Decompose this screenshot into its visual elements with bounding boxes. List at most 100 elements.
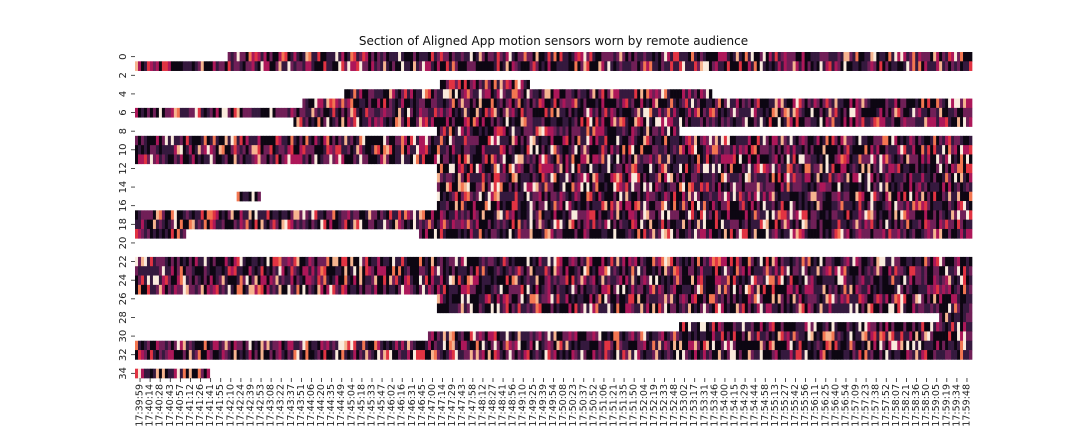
heatmap-cell bbox=[487, 182, 492, 193]
heatmap-cell bbox=[747, 182, 752, 193]
heatmap-cell bbox=[311, 210, 315, 220]
heatmap-cell bbox=[843, 201, 847, 211]
heatmap-cell bbox=[442, 126, 447, 137]
heatmap-cell bbox=[804, 52, 808, 62]
heatmap-cell bbox=[398, 107, 402, 118]
heatmap-cell bbox=[726, 201, 731, 211]
heatmap-cell bbox=[374, 107, 378, 118]
heatmap-cell bbox=[401, 256, 405, 267]
heatmap-cell bbox=[598, 145, 602, 155]
heatmap-cell bbox=[867, 154, 871, 165]
heatmap-cell bbox=[508, 173, 512, 183]
heatmap-cell bbox=[846, 173, 850, 183]
heatmap-cell bbox=[251, 145, 255, 155]
heatmap-cell bbox=[472, 154, 477, 165]
heatmap-cell bbox=[948, 135, 952, 146]
heatmap-cell bbox=[622, 145, 626, 155]
heatmap-cell bbox=[774, 61, 779, 71]
heatmap-cell bbox=[939, 107, 943, 118]
heatmap-cell bbox=[691, 52, 695, 62]
heatmap-cell bbox=[741, 191, 746, 202]
heatmap-cell bbox=[499, 275, 504, 286]
heatmap-cell bbox=[179, 275, 184, 286]
heatmap-cell bbox=[882, 61, 886, 71]
heatmap-cell bbox=[457, 163, 462, 174]
heatmap-cell bbox=[655, 256, 659, 267]
heatmap-cell bbox=[481, 210, 486, 220]
heatmap-cell bbox=[194, 61, 199, 71]
heatmap-cell bbox=[472, 182, 477, 193]
heatmap-cell bbox=[682, 135, 686, 146]
heatmap-cell bbox=[460, 79, 465, 90]
heatmap-cell bbox=[332, 256, 336, 267]
heatmap-cell bbox=[837, 98, 841, 109]
heatmap-cell bbox=[383, 117, 387, 127]
heatmap-cell bbox=[448, 89, 453, 99]
heatmap-cell bbox=[822, 201, 826, 211]
heatmap-cell bbox=[389, 284, 393, 295]
heatmap-cell bbox=[296, 117, 300, 127]
heatmap-cell bbox=[711, 52, 716, 62]
heatmap-cell bbox=[676, 275, 680, 286]
heatmap-cell bbox=[149, 210, 154, 220]
heatmap-cell bbox=[798, 61, 802, 71]
heatmap-cell bbox=[822, 182, 826, 193]
heatmap-cell bbox=[302, 210, 306, 220]
heatmap-cell bbox=[454, 135, 459, 146]
heatmap-cell bbox=[137, 107, 142, 118]
heatmap-cell bbox=[741, 163, 746, 174]
heatmap-cell bbox=[577, 107, 581, 118]
heatmap-cell bbox=[702, 256, 707, 267]
heatmap-cell bbox=[691, 266, 695, 276]
heatmap-cell bbox=[646, 61, 650, 71]
heatmap-cell bbox=[948, 117, 952, 127]
heatmap-cell bbox=[179, 228, 184, 239]
heatmap-cell bbox=[475, 126, 480, 137]
heatmap-cell bbox=[655, 266, 659, 276]
heatmap-cell bbox=[442, 117, 447, 127]
heatmap-cell bbox=[562, 145, 566, 155]
heatmap-cell bbox=[377, 210, 381, 220]
heatmap-cell bbox=[448, 79, 453, 90]
heatmap-cell bbox=[852, 201, 856, 211]
heatmap-cell bbox=[484, 266, 489, 276]
heatmap-cell bbox=[326, 154, 330, 165]
heatmap-cell bbox=[667, 256, 671, 267]
heatmap-cell bbox=[604, 145, 608, 155]
heatmap-cell bbox=[430, 61, 435, 71]
heatmap-cell bbox=[413, 117, 417, 127]
heatmap-cell bbox=[897, 173, 901, 183]
heatmap-cell bbox=[505, 145, 510, 155]
heatmap-cell bbox=[822, 145, 826, 155]
heatmap-cell bbox=[876, 210, 880, 220]
heatmap-cell bbox=[948, 228, 952, 239]
heatmap-cell bbox=[421, 52, 426, 62]
heatmap-cell bbox=[490, 89, 495, 99]
heatmap-cell bbox=[688, 275, 692, 286]
heatmap-cell bbox=[622, 98, 626, 109]
heatmap-cell bbox=[876, 163, 880, 174]
heatmap-cell bbox=[149, 107, 154, 118]
heatmap-cell bbox=[326, 61, 330, 71]
heatmap-cell bbox=[927, 163, 931, 174]
heatmap-cell bbox=[744, 98, 749, 109]
heatmap-cell bbox=[912, 256, 916, 267]
heatmap-cell bbox=[439, 61, 444, 71]
heatmap-cell bbox=[407, 275, 411, 286]
heatmap-cell bbox=[421, 256, 426, 267]
heatmap-cell bbox=[768, 266, 773, 276]
heatmap-cell bbox=[167, 256, 172, 267]
heatmap-cell bbox=[661, 89, 665, 99]
heatmap-cell bbox=[413, 284, 417, 295]
heatmap-cell bbox=[487, 266, 492, 276]
heatmap-cell bbox=[146, 107, 151, 118]
heatmap-cell bbox=[418, 98, 423, 109]
heatmap-cell bbox=[903, 61, 907, 71]
heatmap-cell bbox=[840, 154, 844, 165]
heatmap-cell bbox=[867, 145, 871, 155]
heatmap-cell bbox=[463, 163, 468, 174]
heatmap-cell bbox=[649, 145, 653, 155]
heatmap-cell bbox=[723, 201, 728, 211]
heatmap-cell bbox=[371, 154, 375, 165]
heatmap-cell bbox=[906, 182, 910, 193]
